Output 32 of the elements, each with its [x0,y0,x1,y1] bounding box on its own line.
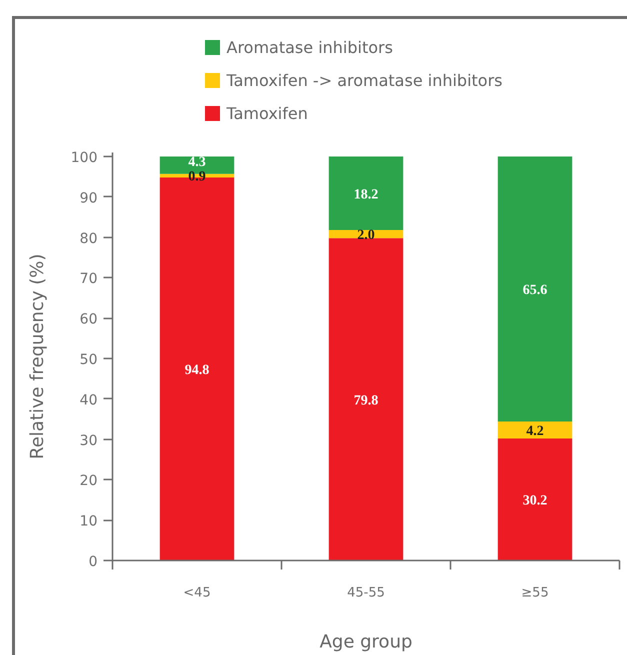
data-label: 30.2 [522,494,548,508]
y-tick-label: 20 [80,473,98,490]
x-tick-label: <45 [183,586,211,600]
data-label: 94.8 [184,363,210,378]
data-label: 18.2 [354,187,378,202]
y-tick-label: 0 [88,554,98,570]
y-tick-label: 40 [80,392,98,408]
x-tick-label: ≥55 [521,586,549,600]
data-label: 4.2 [526,424,544,440]
y-tick-label: 70 [80,271,98,288]
bar [328,238,404,560]
y-tick-label: 60 [80,312,98,328]
data-label: 4.3 [188,154,206,170]
x-tick-label: 45-55 [347,586,385,600]
y-tick-label: 100 [70,150,98,166]
legend-label: Tamoxifen [226,104,308,123]
y-axis-title: Relative frequency (%) [26,254,48,460]
legend-label: Tamoxifen -> aromatase inhibitors [226,71,502,90]
bar [328,156,404,230]
data-label: 65.6 [522,283,548,298]
y-tick-label: 30 [80,432,98,449]
y-tick-label: 90 [80,190,98,206]
bar [498,156,572,422]
y-tick-label: 10 [80,514,98,530]
x-axis-title: Age group [320,632,412,652]
legend-label: Aromatase inhibitors [226,38,393,57]
data-label: 0.9 [188,170,206,185]
bar [498,438,572,560]
y-tick-label: 50 [80,352,98,368]
bar [498,422,572,439]
data-label: 79.8 [354,393,378,408]
y-tick-label: 80 [80,230,98,247]
